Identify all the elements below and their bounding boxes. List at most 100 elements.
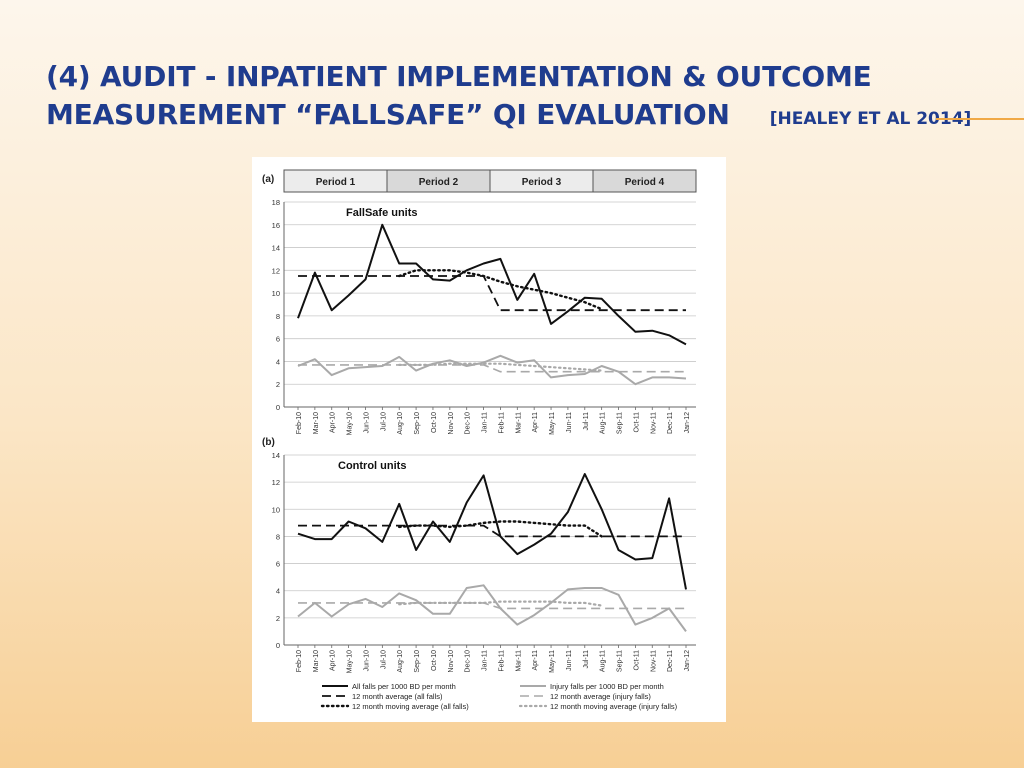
y-tick-label: 4: [276, 587, 280, 596]
x-tick-label: Dec-10: [465, 412, 472, 435]
series-line-dashed-gray: [298, 364, 686, 373]
x-tick-label: Jul-11: [583, 650, 590, 669]
series-line-dashed-gray: [298, 602, 686, 610]
x-tick-label: Apr-11: [532, 650, 539, 671]
series-line-dashed-black: [298, 275, 686, 312]
citation: [HEALEY ET AL 2014]: [769, 109, 972, 129]
y-tick-label: 12: [272, 478, 280, 487]
period-label: Period 1: [316, 177, 356, 188]
panel-label: (b): [262, 437, 275, 448]
series-line-solid-gray: [297, 354, 687, 386]
y-tick-label: 6: [276, 335, 280, 344]
x-tick-label: Sep-10: [414, 650, 421, 673]
series-line-solid-black: [297, 473, 687, 590]
x-tick-label: May-10: [347, 412, 354, 435]
period-label: Period 3: [522, 177, 562, 188]
legend-label: Injury falls per 1000 BD per month: [550, 682, 664, 691]
y-tick-label: 10: [272, 505, 280, 514]
legend-label: 12 month average (injury falls): [550, 692, 651, 701]
x-tick-label: Aug-11: [600, 412, 607, 434]
falls-figure: Period 1 Period 2 Period 3 Period 4 (a) 0 2 4 6…: [262, 169, 697, 711]
x-tick-label: Nov-10: [448, 650, 455, 673]
series-line-dotted-gray: [398, 362, 603, 372]
x-tick-label: Aug-11: [600, 650, 607, 672]
y-tick-label: 6: [276, 560, 280, 569]
title-accent-line: [936, 118, 1024, 120]
x-tick-label: Oct-11: [633, 650, 640, 671]
period-bar: Period 1 Period 2 Period 3 Period 4: [283, 169, 697, 193]
x-tick-label: Apr-11: [532, 412, 539, 433]
y-tick-label: 2: [276, 380, 280, 389]
x-tick-label: Apr-10: [330, 650, 337, 671]
x-tick-label: Nov-11: [650, 412, 657, 434]
series-line-dotted-black: [398, 269, 603, 311]
series-line-dotted-gray: [398, 600, 603, 607]
x-tick-label: Feb-11: [498, 412, 505, 434]
x-tick-label: Mar-10: [313, 650, 320, 672]
x-tick-label: Mar-11: [515, 412, 522, 434]
x-tick-label: Jan-11: [482, 412, 489, 433]
x-tick-label: May-10: [347, 650, 354, 673]
legend-label: 12 month moving average (injury falls): [550, 702, 678, 711]
x-tick-label: Dec-10: [465, 650, 472, 673]
x-tick-label: Apr-10: [330, 412, 337, 433]
period-label: Period 2: [419, 177, 459, 188]
x-tick-label: Nov-11: [650, 650, 657, 672]
x-tick-label: Oct-11: [633, 412, 640, 433]
x-tick-label: Aug-10: [397, 650, 404, 673]
y-tick-label: 8: [276, 532, 280, 541]
slide-title-line-2: MEASUREMENT “FALLSAFE” QI EVALUATION [HEA…: [46, 96, 971, 138]
x-tick-label: Jan-11: [482, 650, 489, 671]
slide-title-line-1: (4) AUDIT - INPATIENT IMPLEMENTATION & O…: [46, 60, 872, 93]
x-tick-label: Jul-10: [380, 412, 387, 431]
y-tick-label: 2: [276, 614, 280, 623]
panel-a-fallsafe: (a) 0 2 4 6 8 10 12 14 16 18 Feb-10 Mar-10 Apr-10 May-…: [262, 174, 696, 435]
x-tick-label: Jun-11: [566, 412, 573, 433]
y-tick-label: 14: [272, 451, 280, 460]
series-line-solid-gray: [297, 584, 687, 632]
x-tick-label: Dec-11: [667, 650, 674, 672]
x-tick-label: Jul-11: [583, 412, 590, 431]
x-tick-label: Nov-10: [448, 412, 455, 435]
x-tick-label: Jun-11: [566, 650, 573, 671]
series-line-solid-black: [297, 223, 687, 346]
x-tick-label: Jun-10: [363, 650, 370, 672]
x-tick-label: May-11: [549, 650, 556, 673]
x-tick-label: Sep-10: [414, 412, 421, 435]
x-tick-label: Jan-12: [684, 412, 691, 434]
x-tick-label: Feb-11: [498, 650, 505, 672]
x-tick-label: Sep-11: [617, 650, 624, 672]
x-tick-label: Sep-11: [617, 412, 624, 434]
period-label: Period 4: [625, 177, 665, 188]
legend-label: 12 month moving average (all falls): [352, 702, 469, 711]
x-tick-label: Feb-10: [296, 412, 303, 434]
x-tick-label: Feb-10: [296, 650, 303, 672]
y-tick-label: 0: [276, 403, 280, 412]
x-tick-label: Aug-10: [397, 412, 404, 435]
legend-label: All falls per 1000 BD per month: [352, 682, 456, 691]
x-tick-label: Dec-11: [667, 412, 674, 434]
x-tick-label: Jan-12: [684, 650, 691, 672]
y-tick-label: 8: [276, 312, 280, 321]
period-cell: [592, 169, 697, 193]
x-tick-label: Oct-10: [431, 650, 438, 671]
y-tick-label: 10: [272, 289, 280, 298]
panel-b-control: (b) 0 2 4 6 8 10 12 14 Feb-10 Mar-10 Apr-10 May-10 Ju…: [262, 437, 696, 673]
x-tick-label: Jul-10: [380, 650, 387, 669]
x-tick-label: Jun-10: [363, 412, 370, 434]
series-line-dashed-black: [298, 524, 686, 538]
y-tick-label: 4: [276, 357, 280, 366]
panel-title: Control units: [338, 460, 406, 472]
y-tick-label: 14: [272, 244, 280, 253]
series-line-dotted-black: [398, 520, 603, 538]
legend-label: 12 month average (all falls): [352, 692, 443, 701]
slide-title: (4) AUDIT - INPATIENT IMPLEMENTATION & O…: [46, 58, 971, 138]
figure-card: Period 1 Period 2 Period 3 Period 4 (a) 0 2 4 6…: [252, 157, 726, 722]
y-tick-label: 16: [272, 221, 280, 230]
panel-title: FallSafe units: [346, 207, 418, 219]
x-tick-label: Oct-10: [431, 412, 438, 433]
y-tick-label: 12: [272, 266, 280, 275]
y-tick-label: 0: [276, 641, 280, 650]
x-tick-label: Mar-10: [313, 412, 320, 434]
slide-title-line-2-text: MEASUREMENT “FALLSAFE” QI EVALUATION: [46, 98, 730, 131]
